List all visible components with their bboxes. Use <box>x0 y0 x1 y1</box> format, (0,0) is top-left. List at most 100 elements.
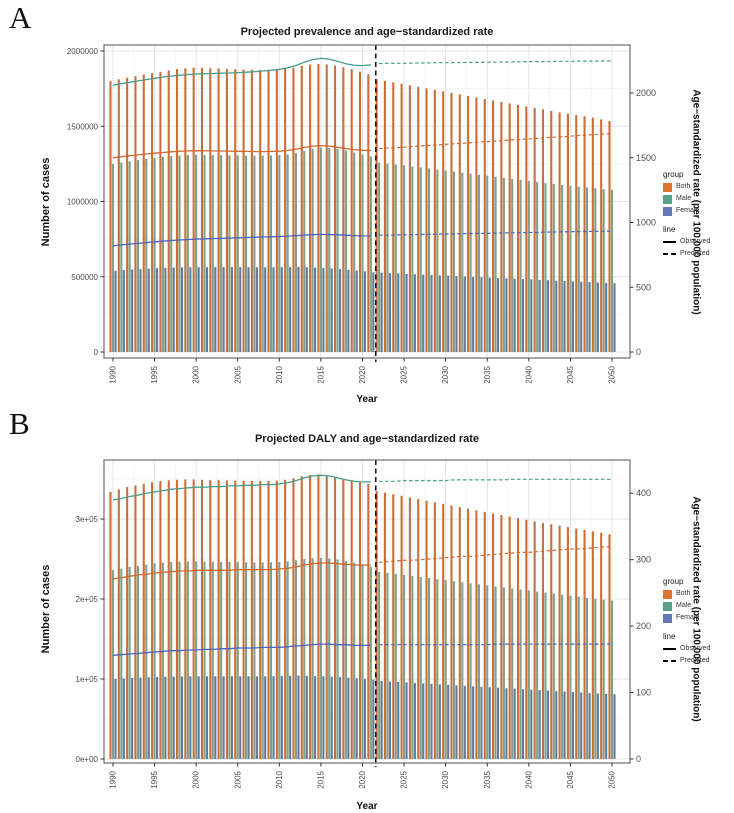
bar <box>386 572 389 759</box>
bar <box>172 267 175 352</box>
bar <box>461 582 464 759</box>
bar <box>242 69 245 352</box>
bar <box>608 534 611 759</box>
bar <box>267 69 270 352</box>
bar <box>369 156 372 352</box>
bar <box>600 532 603 759</box>
bar <box>450 92 453 352</box>
bar <box>211 155 214 352</box>
male-swatch-icon <box>663 601 672 611</box>
x-tick-label: 2035 <box>483 770 492 788</box>
right-tick-label: 300 <box>636 555 651 565</box>
bar <box>347 677 350 759</box>
bar <box>305 675 308 759</box>
bar <box>136 565 139 759</box>
bar <box>521 689 525 759</box>
right-tick-label: 2000 <box>636 88 656 98</box>
bar <box>383 80 386 353</box>
bar <box>378 162 381 352</box>
bar <box>342 67 345 352</box>
bar <box>358 71 362 352</box>
bar <box>261 155 264 352</box>
legend-group-label: Female <box>676 614 700 621</box>
right-tick-label: 1500 <box>636 153 656 163</box>
predicted-line-sample-icon <box>663 253 676 255</box>
bar <box>255 676 258 759</box>
bars-both <box>109 474 611 759</box>
bar <box>500 101 503 353</box>
bar <box>269 155 273 352</box>
x-tick-label: 2020 <box>358 770 367 788</box>
bar <box>502 177 505 352</box>
legend-group-item: Both <box>663 182 733 192</box>
bar <box>184 68 187 352</box>
bar <box>128 161 131 352</box>
bar <box>142 483 145 759</box>
bar <box>438 275 441 352</box>
legend-group-label: Male <box>676 602 692 609</box>
legend-group-label: Male <box>676 195 692 202</box>
rate-line-female-predicted <box>379 643 612 646</box>
bar <box>134 485 137 759</box>
bar <box>153 563 156 759</box>
bar <box>309 475 312 759</box>
bar <box>311 148 314 352</box>
bar <box>552 184 555 352</box>
bar <box>114 270 117 352</box>
bar <box>591 531 594 759</box>
bar <box>477 584 480 759</box>
x-tick-label: 2025 <box>400 365 409 383</box>
panel-b-letter: B <box>9 406 30 441</box>
bar <box>569 185 572 352</box>
bar <box>247 676 250 759</box>
bar <box>261 562 264 759</box>
x-tick-label: 2045 <box>566 365 575 383</box>
bar <box>239 676 242 759</box>
bar <box>427 578 431 759</box>
bar <box>355 270 358 352</box>
bar <box>131 678 134 759</box>
legend-group-item: Male <box>663 194 733 204</box>
bar <box>400 495 403 759</box>
bar <box>369 566 372 759</box>
bar <box>425 500 428 759</box>
bar <box>613 283 616 352</box>
bar <box>380 681 383 759</box>
bar <box>175 69 179 353</box>
bar <box>486 175 489 352</box>
bar <box>339 677 342 759</box>
bar <box>566 527 569 759</box>
bar <box>200 67 204 352</box>
bar <box>197 267 200 352</box>
bars-male <box>111 557 614 759</box>
legend-group-item: Female <box>663 613 733 623</box>
panel-a-chart: 1990 1995 2000 2005 2010 2015 2020 2025 2030 2035… <box>67 44 656 384</box>
bar <box>392 82 395 353</box>
bar <box>294 560 298 759</box>
bar <box>239 267 242 352</box>
bar <box>209 479 212 759</box>
bar <box>502 587 505 759</box>
bar <box>330 676 333 759</box>
bar <box>361 564 364 759</box>
bar <box>355 678 358 759</box>
bar <box>347 269 350 352</box>
bar <box>594 598 597 759</box>
both-swatch-icon <box>663 182 672 192</box>
bar <box>394 164 397 352</box>
bar <box>284 479 287 759</box>
bar <box>109 491 112 759</box>
bar <box>372 272 375 352</box>
bar <box>580 281 583 352</box>
bar <box>363 678 367 759</box>
legend-line-item: Predicted <box>663 656 733 666</box>
bar <box>613 694 616 759</box>
bar <box>161 156 164 352</box>
right-tick-label: 0 <box>636 754 641 764</box>
bar <box>136 160 139 352</box>
x-tick-label: 2010 <box>275 770 284 788</box>
bar <box>588 693 591 759</box>
bar <box>186 155 189 352</box>
bar <box>508 516 511 759</box>
bar <box>400 83 403 352</box>
